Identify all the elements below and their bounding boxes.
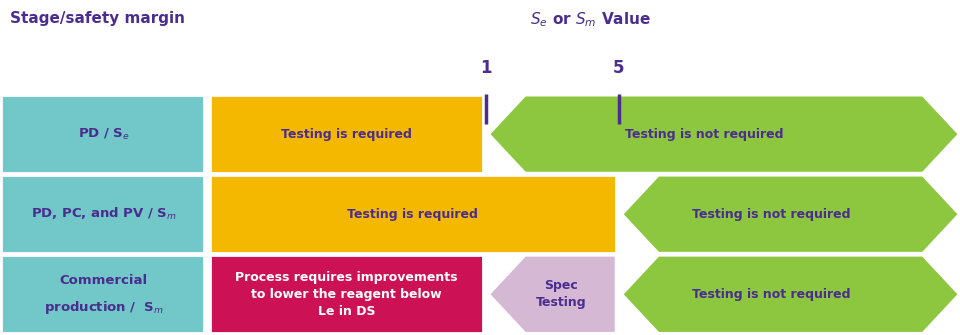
Text: Commercial: Commercial — [60, 274, 148, 287]
Polygon shape — [622, 175, 959, 253]
Polygon shape — [209, 175, 616, 253]
Polygon shape — [1, 95, 204, 173]
Polygon shape — [209, 255, 483, 333]
Text: 1: 1 — [480, 59, 492, 77]
Text: Spec
Testing: Spec Testing — [537, 279, 587, 309]
Text: $S_e$ or $S_m$ Value: $S_e$ or $S_m$ Value — [530, 11, 651, 29]
Text: production /  S$_m$: production / S$_m$ — [44, 299, 164, 316]
Polygon shape — [1, 255, 204, 333]
Polygon shape — [622, 255, 959, 333]
Text: PD / S$_e$: PD / S$_e$ — [78, 127, 130, 142]
Text: Testing is not required: Testing is not required — [692, 208, 851, 221]
Text: Testing is required: Testing is required — [348, 208, 478, 221]
Text: Testing is not required: Testing is not required — [625, 128, 783, 141]
Text: PD, PC, and PV / S$_m$: PD, PC, and PV / S$_m$ — [31, 206, 177, 222]
Polygon shape — [1, 175, 204, 253]
Text: Process requires improvements
to lower the reagent below
Le in DS: Process requires improvements to lower t… — [235, 271, 458, 318]
Text: Testing is required: Testing is required — [281, 128, 412, 141]
Text: Testing is not required: Testing is not required — [692, 288, 851, 301]
Polygon shape — [489, 255, 616, 333]
Polygon shape — [489, 95, 959, 173]
Text: Stage/safety margin: Stage/safety margin — [11, 11, 185, 26]
Text: 5: 5 — [613, 59, 625, 77]
Polygon shape — [209, 95, 483, 173]
